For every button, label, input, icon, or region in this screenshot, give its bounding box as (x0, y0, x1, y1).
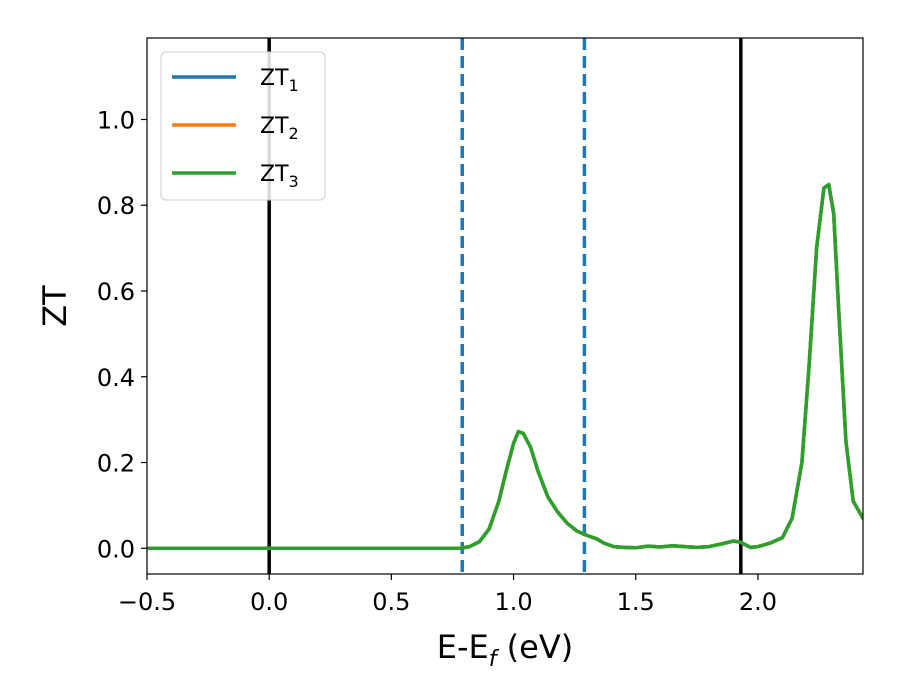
x-tick-label-3: 1.0 (494, 588, 532, 616)
legend-label-zt2: ZT2 (260, 114, 299, 143)
y-axis-ticks: 0.0 0.2 0.4 0.6 0.8 1.0 (97, 106, 147, 563)
y-tick-label-1: 0.2 (97, 450, 135, 478)
y-tick-label-4: 0.8 (97, 192, 135, 220)
x-axis-ticks: −0.5 0.0 0.5 1.0 1.5 2.0 (118, 574, 777, 616)
y-axis-label: ZT (36, 285, 74, 327)
x-tick-label-0: −0.5 (118, 588, 176, 616)
legend-label-zt3: ZT3 (260, 162, 299, 191)
y-tick-label-5: 1.0 (97, 106, 135, 134)
y-tick-label-0: 0.0 (97, 535, 135, 563)
legend-box (160, 51, 326, 201)
plot-frame (146, 37, 864, 575)
y-tick-label-2: 0.4 (97, 364, 135, 392)
legend: ZT1 ZT2 ZT3 (160, 51, 326, 201)
x-tick-label-5: 2.0 (739, 588, 777, 616)
x-axis-label: E-Ef (eV) (437, 628, 573, 672)
series-line-zt2 (147, 182, 863, 551)
series-line-zt1 (147, 182, 863, 551)
reference-lines (267, 38, 743, 574)
series-line-zt3 (147, 182, 863, 551)
legend-label-zt1: ZT1 (260, 66, 299, 95)
x-tick-label-2: 0.5 (372, 588, 410, 616)
x-tick-label-4: 1.5 (617, 588, 655, 616)
series-layer (147, 182, 863, 551)
x-tick-label-1: 0.0 (250, 588, 288, 616)
y-tick-label-3: 0.6 (97, 278, 135, 306)
